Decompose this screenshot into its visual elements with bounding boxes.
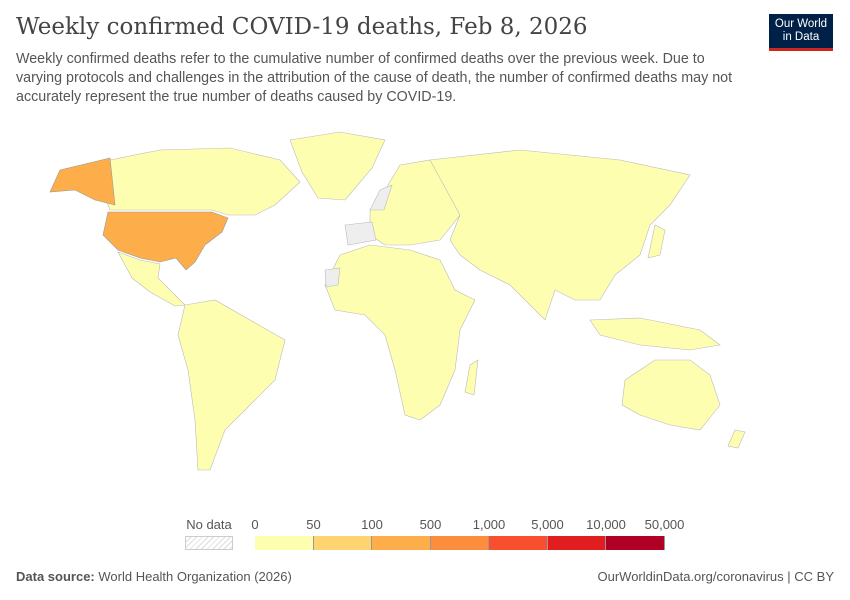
- country-madagascar[interactable]: [464, 359, 479, 396]
- region-southeast-asia-islands[interactable]: [589, 317, 721, 351]
- country-greenland[interactable]: [289, 131, 386, 201]
- data-source: Data source: World Health Organization (…: [16, 569, 292, 584]
- world-map[interactable]: [0, 125, 850, 505]
- legend-no-data-label: No data: [186, 517, 232, 532]
- country-australia[interactable]: [621, 359, 721, 431]
- legend-tick-label: 50,000: [644, 517, 685, 532]
- legend-bin-3[interactable]: [430, 536, 489, 550]
- source-link[interactable]: World Health Organization (2026): [98, 569, 292, 584]
- continent-africa[interactable]: [324, 244, 476, 421]
- subtitle: Weekly confirmed deaths refer to the cum…: [16, 51, 733, 105]
- legend-bin-2[interactable]: [372, 536, 431, 550]
- legend-bin-6[interactable]: [606, 536, 665, 550]
- legend-bin-5[interactable]: [547, 536, 606, 550]
- legend-tick-label: 500: [419, 517, 442, 532]
- legend-tick-label: 50: [306, 517, 321, 532]
- footer-url[interactable]: OurWorldinData.org/coronavirus | CC BY: [597, 569, 834, 584]
- legend-tick-label: 5,000: [531, 517, 564, 532]
- country-mexico[interactable]: [117, 251, 186, 307]
- legend-tick-label: 1,000: [472, 517, 506, 532]
- country-western-sahara[interactable]: [324, 267, 341, 288]
- page-title: Weekly confirmed COVID-19 deaths, Feb 8,…: [16, 14, 588, 40]
- country-norway[interactable]: [369, 184, 393, 211]
- legend-bin-0[interactable]: [255, 536, 314, 550]
- country-japan[interactable]: [647, 224, 666, 259]
- continent-asia[interactable]: [429, 149, 691, 321]
- legend-tick-label: 100: [361, 517, 383, 532]
- legend-tick-label: 0: [251, 517, 259, 532]
- country-new-zealand[interactable]: [727, 429, 746, 449]
- country-canada[interactable]: [101, 147, 301, 216]
- owid-logo[interactable]: Our World in Data: [769, 14, 833, 51]
- map-legend: No data 0 50 100 500 1,000 5,000 10,000 50,000: [0, 515, 850, 555]
- continent-south-america[interactable]: [177, 299, 286, 471]
- legend-tick-label: 10,000: [586, 517, 626, 532]
- country-spain[interactable]: [344, 221, 377, 246]
- legend-no-data-swatch[interactable]: [185, 536, 233, 550]
- country-usa-alaska[interactable]: [49, 157, 116, 206]
- country-usa[interactable]: [102, 211, 229, 271]
- legend-bin-4[interactable]: [489, 536, 548, 550]
- legend-bin-1[interactable]: [313, 536, 372, 550]
